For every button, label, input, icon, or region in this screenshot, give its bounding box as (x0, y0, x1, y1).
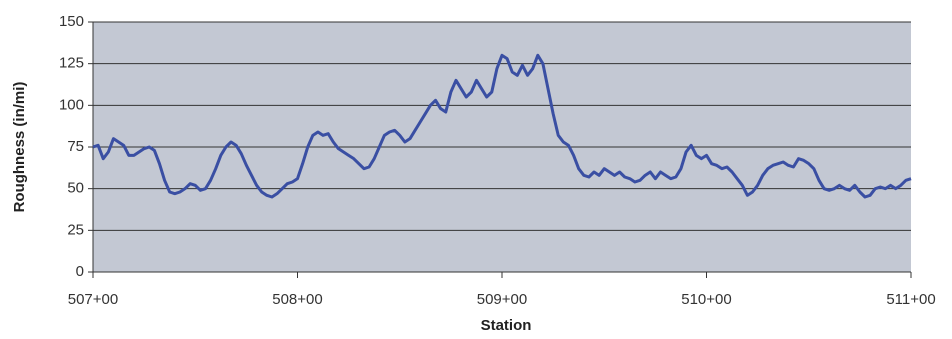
x-tick-label: 510+00 (681, 291, 731, 308)
y-tick-label: 75 (67, 138, 84, 155)
y-tick-label: 0 (76, 263, 84, 280)
data-line (92, 53, 912, 199)
y-tick-label: 150 (59, 13, 84, 30)
x-tick-label: 508+00 (272, 291, 322, 308)
y-axis-title: Roughness (in/mi) (11, 82, 28, 213)
x-axis-title: Station (481, 317, 532, 334)
x-tick-label: 507+00 (68, 291, 118, 308)
y-tick-label: 25 (67, 221, 84, 238)
x-tick-label: 509+00 (477, 291, 527, 308)
y-tick-label: 100 (59, 96, 84, 113)
y-tick-label: 50 (67, 180, 84, 197)
x-tick-label: 511+00 (886, 291, 935, 308)
y-tick-label: 125 (59, 55, 84, 72)
